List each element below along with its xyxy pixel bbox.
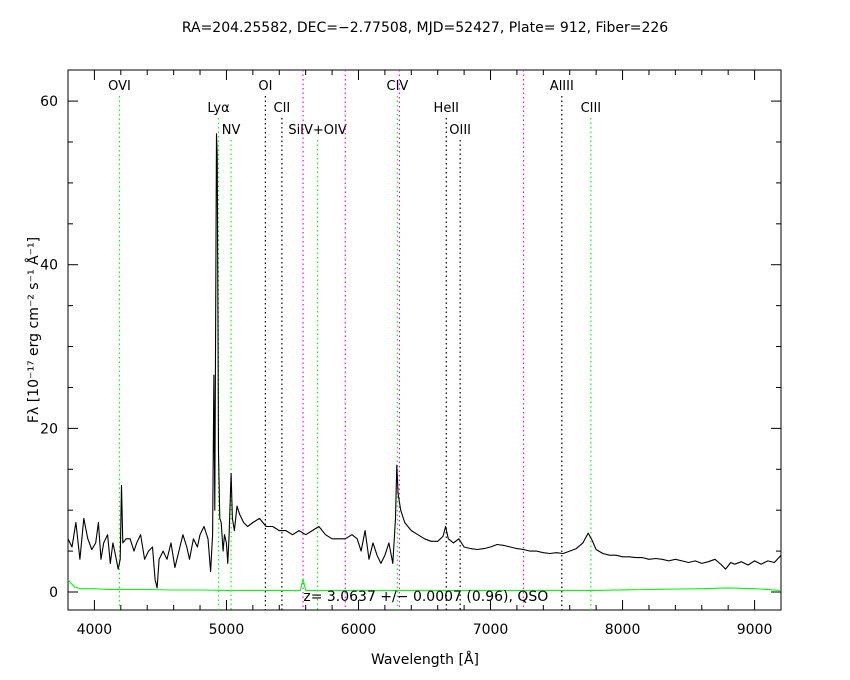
emission-line-label: NV — [222, 123, 241, 138]
emission-line-label: Lyα — [207, 101, 229, 116]
emission-line-label: CII — [274, 101, 291, 116]
error-series-line — [67, 578, 782, 591]
emission-line-label: OVI — [108, 79, 131, 94]
emission-line-label: OI — [258, 79, 272, 94]
plot-frame — [67, 69, 782, 611]
y-tick-label: 20 — [40, 421, 58, 437]
y-tick-label: 0 — [49, 585, 58, 601]
flux-series-line — [67, 133, 782, 589]
y-tick-label: 40 — [40, 258, 58, 274]
emission-line-label: AlIII — [550, 79, 574, 94]
y-axis-label: Fλ [10⁻¹⁷ erg cm⁻² s⁻¹ Å⁻¹] — [26, 236, 42, 424]
x-tick-label: 9000 — [737, 622, 773, 638]
emission-line-label: HeII — [434, 101, 459, 116]
chart-title: RA=204.25582, DEC=−2.77508, MJD=52427, P… — [181, 20, 669, 36]
x-tick-label: 7000 — [473, 622, 509, 638]
emission-line-label: SiIV+OIV — [288, 123, 347, 138]
y-tick-label: 60 — [40, 94, 58, 110]
x-tick-label: 4000 — [77, 622, 113, 638]
x-tick-label: 5000 — [209, 622, 245, 638]
emission-line-label: CIV — [387, 79, 409, 94]
emission-line-label: CIII — [581, 101, 602, 116]
x-axis-label: Wavelength [Å] — [370, 652, 479, 668]
emission-line-label: OIII — [449, 123, 471, 138]
x-tick-label: 6000 — [341, 622, 377, 638]
redshift-annotation: z= 3.0637 +/− 0.0007 (0.96), QSO — [303, 589, 548, 605]
x-tick-label: 8000 — [605, 622, 641, 638]
